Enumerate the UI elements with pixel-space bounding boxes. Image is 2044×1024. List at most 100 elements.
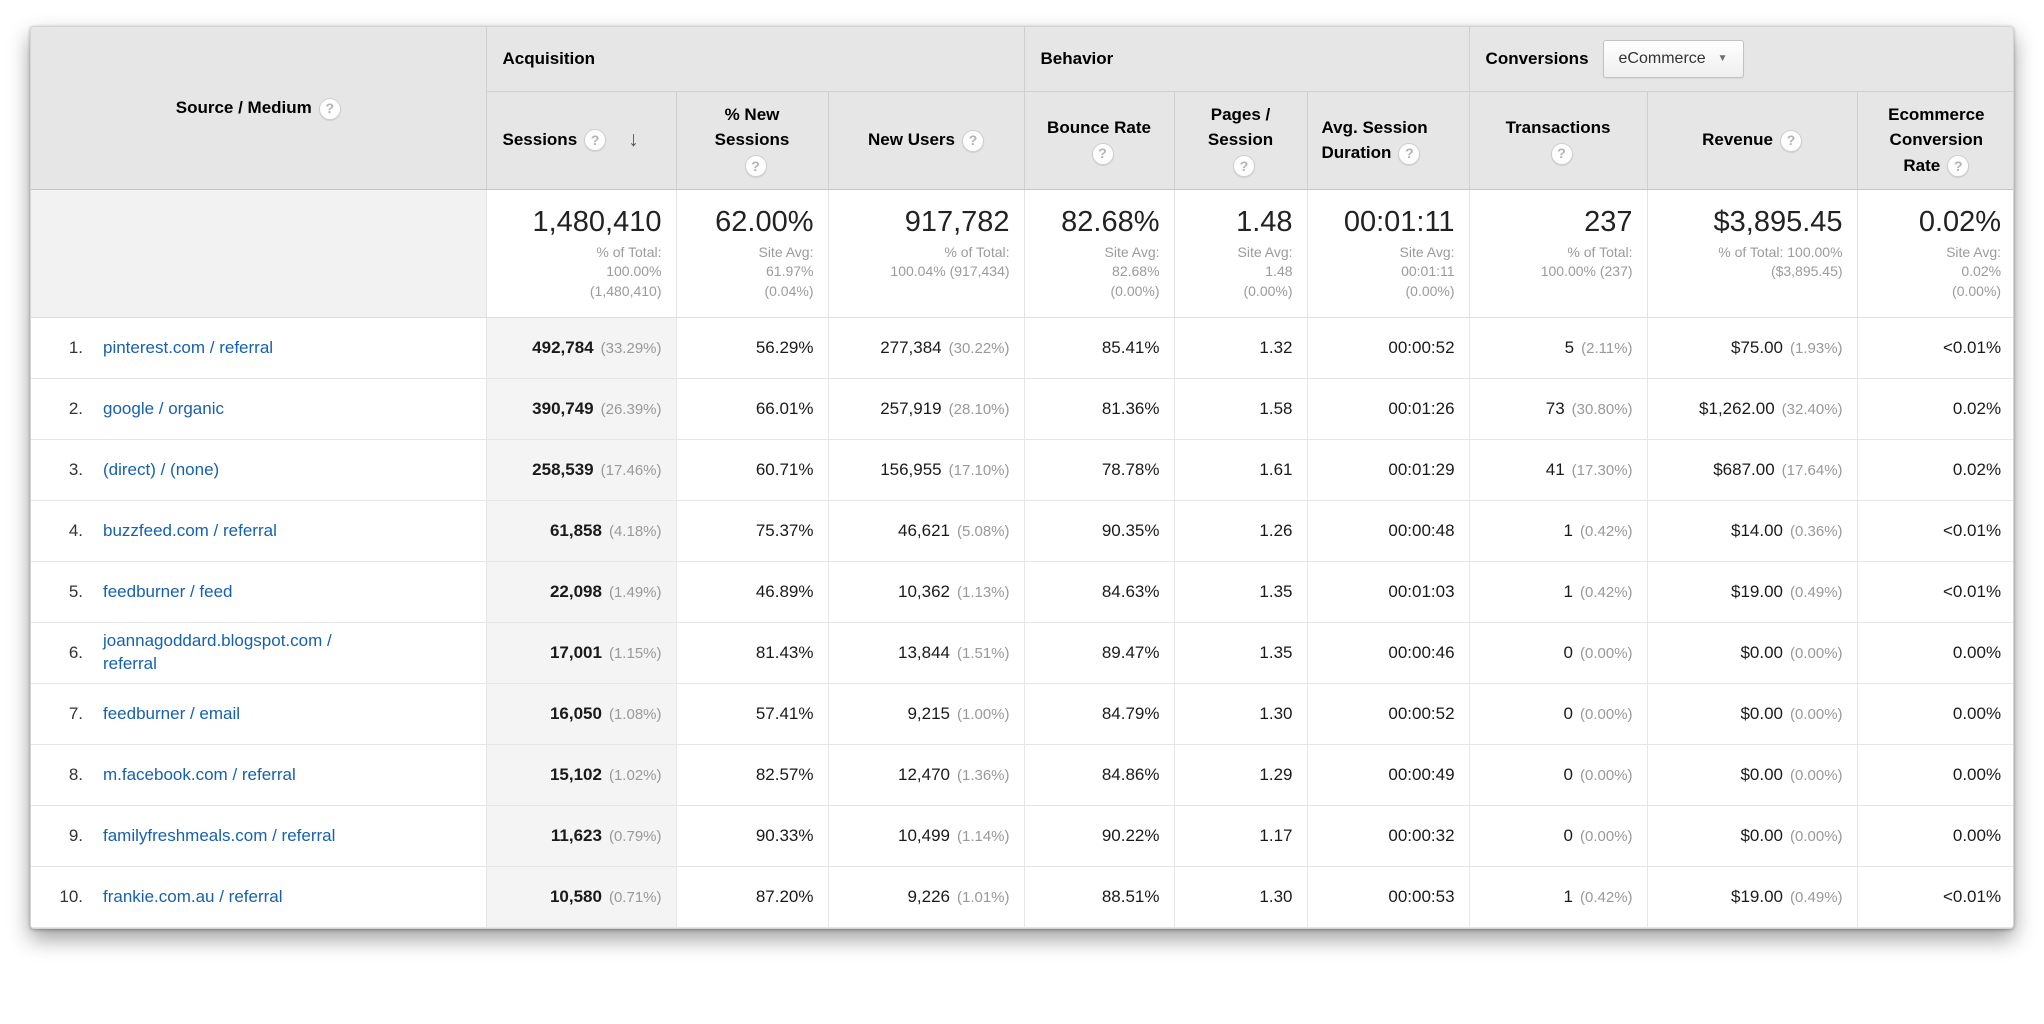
source-medium-cell: 2. google / organic xyxy=(31,378,486,441)
new-users-cell: 257,919 (28.10%) xyxy=(827,378,1025,441)
new-sessions-value: 56.29% xyxy=(755,338,814,358)
revenue-percent: (1.93%) xyxy=(1790,340,1843,358)
table-row: 6. joannagoddard.blogspot.com / referral… xyxy=(31,622,2013,685)
source-medium-link[interactable]: google / organic xyxy=(103,398,224,418)
column-header-new-sessions[interactable]: % New Sessions? xyxy=(675,90,828,190)
new-sessions-value: 60.71% xyxy=(755,460,814,480)
pages-session-cell: 1.35 xyxy=(1173,561,1308,624)
new-sessions-value: 82.57% xyxy=(755,765,814,785)
help-icon[interactable]: ? xyxy=(1233,155,1256,178)
source-medium-link[interactable]: feedburner / email xyxy=(103,703,241,723)
source-medium-link[interactable]: frankie.com.au / referral xyxy=(103,886,283,906)
metric-header-row: Sessions ? ↓ % New Sessions? New Users? … xyxy=(31,90,2013,190)
column-header-bounce-rate[interactable]: Bounce Rate? xyxy=(1023,90,1175,190)
sort-descending-icon: ↓ xyxy=(628,128,639,151)
column-header-pages-session[interactable]: Pages / Session? xyxy=(1173,90,1308,190)
source-medium-cell: 3. (direct) / (none) xyxy=(31,439,486,502)
transactions-percent: (0.00%) xyxy=(1580,767,1633,785)
table-row: 2. google / organic 390,749 (26.39%) 66.0… xyxy=(31,378,2013,441)
column-header-conversion-rate[interactable]: Ecommerce Conversion Rate? xyxy=(1856,90,2013,190)
column-header-transactions[interactable]: Transactions? xyxy=(1468,90,1648,190)
revenue-value: $1,262.00 xyxy=(1699,399,1775,419)
sessions-percent: (26.39%) xyxy=(600,401,662,419)
new-sessions-header-label: % New Sessions xyxy=(714,104,790,150)
acquisition-group-label: Acquisition xyxy=(502,48,596,68)
revenue-percent: (0.00%) xyxy=(1790,767,1843,785)
source-medium-link[interactable]: m.facebook.com / referral xyxy=(103,764,296,784)
conversion-rate-cell: 0.02% xyxy=(1856,378,2013,441)
column-header-sessions[interactable]: Sessions ? ↓ xyxy=(485,90,676,190)
help-icon[interactable]: ? xyxy=(1947,155,1970,178)
source-medium-link[interactable]: buzzfeed.com / referral xyxy=(103,520,277,540)
bounce-rate-cell: 84.63% xyxy=(1023,561,1175,624)
transactions-percent: (0.00%) xyxy=(1580,645,1633,663)
source-medium-header-label: Source / Medium xyxy=(175,98,312,117)
behavior-group-label: Behavior xyxy=(1040,48,1114,68)
row-rank: 6. xyxy=(68,643,83,663)
pages-session-value: 1.61 xyxy=(1259,460,1293,480)
revenue-value: $0.00 xyxy=(1740,643,1784,663)
source-medium-cell: 10. frankie.com.au / referral xyxy=(31,866,486,929)
new-users-percent: (28.10%) xyxy=(948,401,1010,419)
pages-session-cell: 1.32 xyxy=(1173,317,1308,380)
column-header-session-duration[interactable]: Avg. Session Duration? xyxy=(1306,90,1470,190)
totals-conversion-rate-value: 0.02% xyxy=(1918,205,2002,238)
revenue-percent: (0.00%) xyxy=(1790,828,1843,846)
session-duration-cell: 00:00:53 xyxy=(1306,866,1470,929)
bounce-rate-cell: 89.47% xyxy=(1023,622,1175,685)
help-icon[interactable]: ? xyxy=(318,97,341,120)
pages-session-cell: 1.29 xyxy=(1173,744,1308,807)
revenue-cell: $75.00 (1.93%) xyxy=(1646,317,1858,380)
conversion-rate-cell: 0.00% xyxy=(1856,744,2013,807)
bounce-rate-value: 88.51% xyxy=(1101,887,1160,907)
revenue-percent: (0.36%) xyxy=(1790,523,1843,541)
bounce-rate-value: 90.22% xyxy=(1101,826,1160,846)
conversions-group-header: Conversions eCommerce ▼ xyxy=(1468,27,2013,91)
totals-revenue-value: $3,895.45 xyxy=(1713,205,1843,238)
help-icon[interactable]: ? xyxy=(744,155,767,178)
source-medium-link[interactable]: feedburner / feed xyxy=(103,581,233,601)
transactions-header-label: Transactions xyxy=(1505,117,1611,137)
transactions-value: 5 xyxy=(1564,338,1575,358)
sessions-percent: (0.71%) xyxy=(608,889,662,907)
bounce-rate-cell: 81.36% xyxy=(1023,378,1175,441)
sessions-cell: 61,858 (4.18%) xyxy=(485,500,676,563)
new-sessions-value: 66.01% xyxy=(755,399,814,419)
source-medium-link[interactable]: (direct) / (none) xyxy=(103,459,220,479)
totals-conversion-rate: 0.02% Site Avg: 0.02% (0.00%) xyxy=(1856,189,2013,319)
pages-session-value: 1.17 xyxy=(1259,826,1293,846)
conversion-rate-value: 0.00% xyxy=(1952,704,2002,724)
new-users-percent: (1.00%) xyxy=(956,706,1010,724)
ecommerce-dropdown[interactable]: eCommerce ▼ xyxy=(1602,39,1744,78)
bounce-rate-value: 84.63% xyxy=(1101,582,1160,602)
table-body: 1,480,410 % of Total: 100.00% (1,480,410)… xyxy=(31,189,2013,929)
help-icon[interactable]: ? xyxy=(584,129,607,151)
revenue-cell: $14.00 (0.36%) xyxy=(1646,500,1858,563)
column-header-new-users[interactable]: New Users? xyxy=(827,90,1025,190)
row-rank: 2. xyxy=(68,399,83,419)
revenue-percent: (17.64%) xyxy=(1781,462,1843,480)
help-icon[interactable]: ? xyxy=(1091,142,1114,165)
help-icon[interactable]: ? xyxy=(1398,142,1421,165)
source-medium-link[interactable]: pinterest.com / referral xyxy=(103,337,274,357)
help-icon[interactable]: ? xyxy=(1550,142,1573,165)
conversion-rate-value: <0.01% xyxy=(1942,521,2002,541)
new-users-percent: (5.08%) xyxy=(956,523,1010,541)
table-row: 8. m.facebook.com / referral 15,102 (1.02… xyxy=(31,744,2013,807)
session-duration-value: 00:00:49 xyxy=(1388,765,1455,785)
pages-session-cell: 1.58 xyxy=(1173,378,1308,441)
column-header-revenue[interactable]: Revenue? xyxy=(1646,90,1858,190)
help-icon[interactable]: ? xyxy=(1779,129,1802,152)
pages-session-cell: 1.17 xyxy=(1173,805,1308,868)
source-medium-link[interactable]: joannagoddard.blogspot.com / referral xyxy=(103,631,332,674)
transactions-value: 0 xyxy=(1563,704,1574,724)
transactions-value: 41 xyxy=(1545,460,1565,480)
source-medium-cell: 6. joannagoddard.blogspot.com / referral xyxy=(31,622,486,685)
new-users-percent: (1.14%) xyxy=(956,828,1010,846)
source-medium-link[interactable]: familyfreshmeals.com / referral xyxy=(103,825,336,845)
source-medium-header[interactable]: Source / Medium? xyxy=(31,27,486,190)
help-icon[interactable]: ? xyxy=(961,129,984,152)
sessions-value: 258,539 xyxy=(532,460,594,480)
new-sessions-value: 57.41% xyxy=(755,704,814,724)
new-users-percent: (30.22%) xyxy=(948,340,1010,358)
